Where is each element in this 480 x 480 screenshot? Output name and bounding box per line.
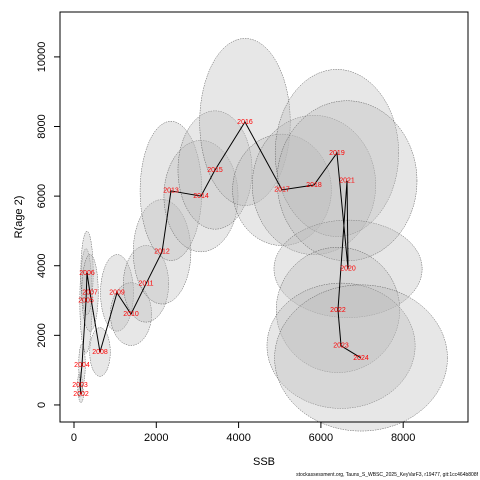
point-label: 2009 — [109, 290, 125, 297]
x-tick-label: 8000 — [391, 432, 415, 444]
point-label: 2005 — [78, 298, 94, 305]
point-label: 2013 — [163, 188, 179, 195]
x-axis-label: SSB — [253, 456, 275, 468]
y-tick-label: 6000 — [36, 184, 48, 208]
point-label: 2007 — [82, 290, 98, 297]
point-label: 2016 — [237, 119, 253, 126]
point-label: 2019 — [329, 150, 345, 157]
footer: stockassessment.org, Tauns_S_WBSC_2025_K… — [296, 472, 478, 478]
point-label: 2014 — [193, 193, 209, 200]
x-tick-label: 0 — [71, 432, 77, 444]
x-tick-label: 4000 — [226, 432, 250, 444]
point-label: 2008 — [92, 349, 108, 356]
point-label: 2006 — [79, 270, 95, 277]
y-axis-label: R(age 2) — [13, 196, 25, 239]
point-label: 2021 — [339, 178, 355, 185]
point-label: 2017 — [274, 187, 290, 194]
point-label: 2024 — [353, 355, 369, 362]
sr-line — [79, 120, 362, 395]
point-label: 2018 — [306, 182, 322, 189]
point-label: 2003 — [72, 382, 88, 389]
point-label: 2020 — [340, 266, 356, 273]
point-label: 2002 — [73, 391, 89, 398]
y-tick-label: 0 — [36, 402, 48, 408]
y-tick-label: 4000 — [36, 253, 48, 277]
point-label: 2012 — [154, 249, 170, 256]
point-label: 2011 — [138, 281, 153, 288]
point-label: 2023 — [333, 343, 349, 350]
x-tick-label: 2000 — [144, 432, 168, 444]
point-label: 2015 — [207, 167, 223, 174]
point-label: 2022 — [330, 307, 346, 314]
y-tick-label: 2000 — [36, 323, 48, 347]
y-tick-label: 8000 — [36, 114, 48, 138]
y-tick-label: 10000 — [36, 42, 48, 73]
point-label: 2010 — [123, 311, 139, 318]
point-label: 2004 — [74, 362, 90, 369]
x-tick-label: 6000 — [309, 432, 333, 444]
